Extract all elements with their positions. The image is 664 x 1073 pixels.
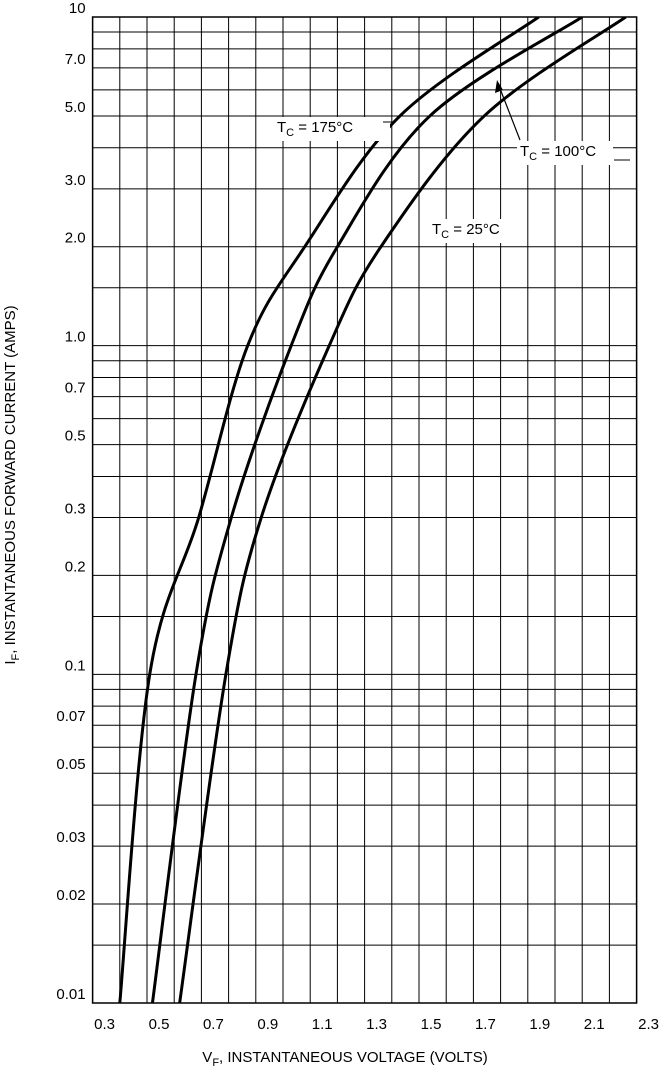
text-rest: = 100°C [537, 143, 596, 160]
text-main: T [432, 221, 441, 238]
x-tick-label: 0.5 [149, 1016, 170, 1033]
y-tick-label: 0.5 [65, 428, 86, 445]
y-tick-label: 1.0 [65, 329, 86, 346]
text-sub: C [529, 151, 537, 163]
plot-border [91, 16, 638, 1004]
x-tick-label: 2.1 [584, 1016, 605, 1033]
x-tick-label: 1.7 [475, 1016, 496, 1033]
text-rest: , INSTANTANEOUS FORWARD CURRENT (AMPS) [2, 305, 19, 653]
text-sub: C [286, 127, 294, 139]
curve [178, 17, 627, 1003]
y-tick-label: 7.0 [65, 51, 86, 68]
x-tick-label: 0.3 [94, 1016, 115, 1033]
curve [150, 17, 584, 1003]
text-main: T [277, 119, 286, 136]
text-sub: C [441, 229, 449, 241]
text-main: V [202, 1049, 212, 1066]
curve [118, 17, 540, 1003]
x-tick-label: 2.3 [638, 1016, 659, 1033]
x-tick-label: 1.9 [529, 1016, 550, 1033]
x-tick-label: 1.3 [366, 1016, 387, 1033]
y-axis-label: IF, INSTANTANEOUS FORWARD CURRENT (AMPS) [2, 305, 22, 664]
x-tick-label: 0.7 [203, 1016, 224, 1033]
text-main: T [520, 143, 529, 160]
y-tick-label: 0.05 [56, 756, 85, 773]
annotation: TC = 175°C [277, 119, 353, 139]
y-tick-label: 10 [69, 0, 86, 17]
label-bg [517, 141, 613, 165]
y-tick-label: 0.7 [65, 380, 86, 397]
y-tick-label: 0.07 [56, 708, 85, 725]
text-rest: = 175°C [294, 119, 353, 136]
x-tick-label: 0.9 [257, 1016, 278, 1033]
y-tick-label: 0.03 [56, 829, 85, 846]
arrow-head [495, 80, 503, 93]
y-tick-label: 3.0 [65, 172, 86, 189]
text-rest: = 25°C [449, 221, 500, 238]
text-sub: F [10, 653, 22, 660]
x-axis-label: VF, INSTANTANEOUS VOLTAGE (VOLTS) [202, 1049, 487, 1069]
label-bg [429, 219, 515, 243]
label-bg [274, 117, 390, 141]
y-tick-label: 2.0 [65, 230, 86, 247]
x-tick-label: 1.5 [421, 1016, 442, 1033]
x-tick-label: 1.1 [312, 1016, 333, 1033]
text-sub: F [212, 1057, 219, 1069]
y-tick-label: 0.02 [56, 887, 85, 904]
annotation-arrow [498, 85, 521, 141]
y-tick-label: 0.2 [65, 558, 86, 575]
y-tick-label: 0.01 [56, 986, 85, 1003]
y-tick-label: 0.1 [65, 657, 86, 674]
annotation: TC = 100°C [520, 143, 596, 163]
y-tick-label: 5.0 [65, 99, 86, 116]
y-tick-label: 0.3 [65, 500, 86, 517]
text-main: I [2, 660, 19, 664]
annotation: TC = 25°C [432, 221, 500, 241]
text-rest: , INSTANTANEOUS VOLTAGE (VOLTS) [219, 1049, 488, 1066]
